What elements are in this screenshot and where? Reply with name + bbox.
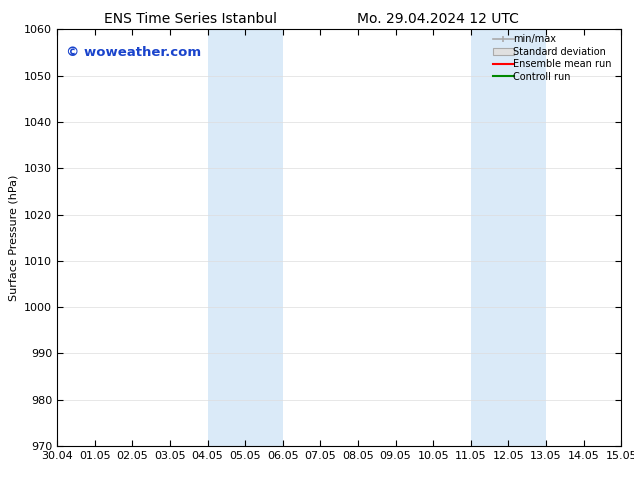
Text: © woweather.com: © woweather.com [65,46,200,59]
Legend: min/max, Standard deviation, Ensemble mean run, Controll run: min/max, Standard deviation, Ensemble me… [491,32,618,83]
Bar [207,29,283,446]
Bar [471,29,546,446]
Y-axis label: Surface Pressure (hPa): Surface Pressure (hPa) [8,174,18,301]
Text: ENS Time Series Istanbul: ENS Time Series Istanbul [104,12,276,26]
Text: Mo. 29.04.2024 12 UTC: Mo. 29.04.2024 12 UTC [356,12,519,26]
